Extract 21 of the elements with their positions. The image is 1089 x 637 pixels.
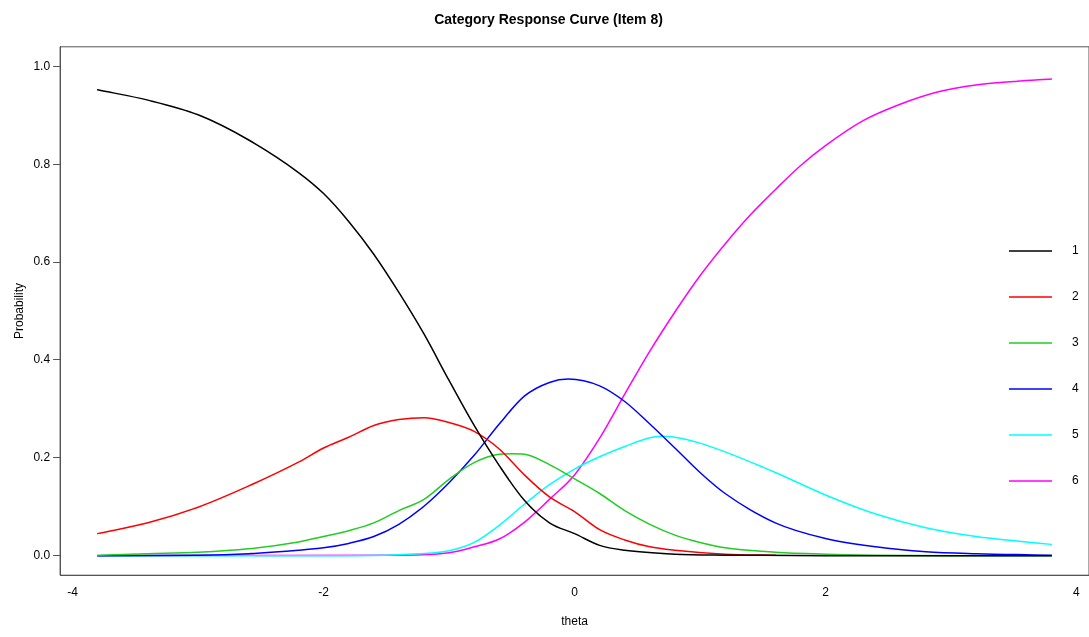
legend-label: 2 [1072, 289, 1079, 304]
y-axis-title: Probability [11, 282, 26, 340]
legend-label: 4 [1072, 381, 1079, 396]
x-tick-label: 2 [822, 584, 830, 599]
legend-label: 3 [1072, 335, 1079, 350]
x-axis-title: theta [561, 614, 589, 629]
legend-label: 5 [1072, 427, 1079, 442]
x-tick-label: 0 [571, 584, 579, 599]
y-tick-label: 0.4 [33, 352, 51, 367]
line-series [96, 416, 777, 556]
y-tick-label: 0.8 [33, 156, 51, 171]
x-tick-label: 4 [1073, 584, 1081, 599]
y-tick-label: 0.2 [33, 450, 51, 465]
y-tick-label: 0.6 [33, 254, 51, 269]
x-tick-label: -2 [318, 584, 330, 599]
legend-label: 6 [1072, 473, 1079, 488]
y-tick-label: 0.0 [33, 547, 51, 562]
legend-label: 1 [1072, 243, 1079, 258]
x-tick-label: -4 [67, 584, 79, 599]
chart-title: Category Response Curve (Item 8) [434, 11, 663, 28]
y-tick-label: 1.0 [33, 58, 51, 73]
